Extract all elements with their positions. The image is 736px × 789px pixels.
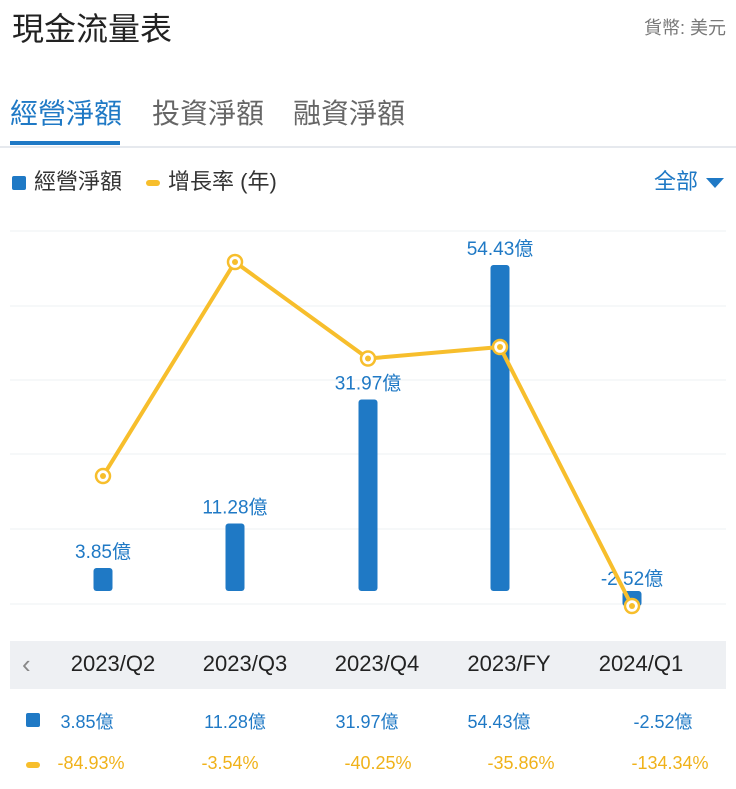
chart-legend: 經營淨額 增長率 (年) 全部 [0,160,736,200]
growth-value-cell: -84.93% [57,753,125,773]
bar [490,265,510,591]
chevron-left-icon[interactable]: ‹ [22,649,31,679]
bar-value-cell: 11.28億 [204,712,266,732]
legend-line: 增長率 (年) [146,164,277,196]
bar-value-cell: 3.85億 [60,712,114,732]
growth-point-core [100,473,106,480]
bar-value-cell: 31.97億 [335,712,399,732]
growth-point-core [232,259,238,265]
line-swatch-icon [146,180,160,187]
bar-data-label: 54.43億 [467,238,534,260]
period-axis-bar: ‹ 2023/Q2 2023/Q3 2023/Q4 2023/FY 2024/Q… [10,641,726,689]
bar-values-row: 3.85億 11.28億 31.97億 54.43億 -2.52億 [0,704,736,734]
period-label: 2023/Q4 [334,651,420,676]
growth-point-core [629,603,635,609]
filter-label: 全部 [653,169,698,194]
tab-financing[interactable]: 融資淨額 [293,98,406,129]
legend-bar-label: 經營淨額 [34,169,123,194]
tab-investing[interactable]: 投資淨額 [152,98,265,129]
period-label: 2024/Q1 [598,651,684,676]
bar-data-label: 31.97億 [335,373,402,395]
growth-values-row: -84.93% -3.54% -40.25% -35.86% -134.34% [0,749,736,779]
period-label: 2023/FY [467,651,551,676]
growth-value-cell: -35.86% [487,753,555,773]
period-filter-dropdown[interactable]: 全部 [654,164,724,196]
caret-down-icon [706,178,724,189]
currency-label: 貨幣: 美元 [643,18,726,38]
bar-value-cell: 54.43億 [467,712,531,732]
bar-value-cell: -2.52億 [633,712,693,732]
period-label: 2023/Q2 [70,651,156,676]
growth-point-core [365,355,371,362]
bar [358,399,378,591]
legend-bar: 經營淨額 [12,164,122,196]
bar-swatch-icon [12,176,26,191]
growth-point-core [497,344,503,351]
line-swatch-icon [26,762,40,768]
tab-bar: 經營淨額 投資淨額 融資淨額 [0,84,736,148]
header: 現金流量表 貨幣: 美元 [0,0,736,60]
period-label: 2023/Q3 [202,651,288,676]
legend-line-label: 增長率 (年) [168,169,277,194]
tab-operating[interactable]: 經營淨額 [10,98,123,129]
bar [93,567,113,591]
bar-data-label: 11.28億 [202,496,267,518]
bar [225,523,245,591]
active-tab-indicator [10,141,120,145]
page-title: 現金流量表 [12,11,173,47]
bar-data-label: 3.85億 [75,541,131,563]
cash-flow-chart: 3.85億 11.28億 31.97億 54.43億 -2.52億 [10,230,726,615]
growth-value-cell: -40.25% [344,753,412,773]
bar-data-label: -2.52億 [601,568,663,590]
growth-value-cell: -134.34% [631,753,709,773]
growth-value-cell: -3.54% [201,753,259,773]
bar-swatch-icon [26,713,40,727]
